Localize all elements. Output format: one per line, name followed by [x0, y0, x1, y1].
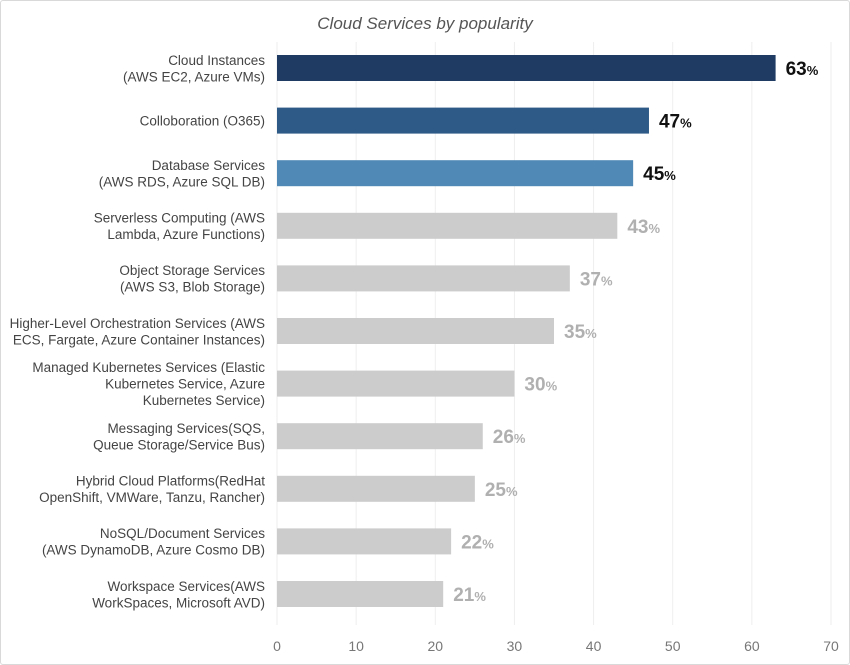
value-label: 30% — [524, 375, 557, 396]
category-label: Managed Kubernetes Services (Elastic Kube… — [32, 360, 265, 408]
x-tick-label: 40 — [586, 638, 602, 654]
x-axis-ticks: 0 10 20 30 40 50 60 70 — [273, 638, 839, 654]
x-tick-label: 50 — [665, 638, 681, 654]
bar — [277, 55, 776, 81]
category-label: Hybrid Cloud Platforms(RedHat OpenShift, … — [39, 474, 265, 506]
category-label: Messaging Services(SQS, Queue Storage/Ser… — [93, 421, 265, 453]
category-label: Object Storage Services (AWS S3, Blob Sto… — [119, 263, 265, 295]
bar — [277, 265, 570, 292]
value-label: 43% — [627, 217, 660, 238]
value-label: 35% — [564, 322, 597, 343]
category-label: NoSQL/Document Services (AWS DynamoDB, Az… — [42, 526, 265, 558]
value-label: 22% — [461, 532, 494, 553]
bar — [277, 212, 618, 239]
category-label: Higher-Level Orchestration Services (AWS… — [10, 316, 265, 348]
x-tick-label: 70 — [823, 638, 839, 654]
x-tick-label: 0 — [273, 638, 281, 654]
value-label: 26% — [493, 427, 526, 448]
category-label: Colloboration (O365) — [140, 114, 265, 129]
x-tick-label: 20 — [427, 638, 443, 654]
x-tick-label: 30 — [507, 638, 523, 654]
value-label: 63% — [786, 59, 819, 80]
value-label: 37% — [580, 269, 613, 290]
value-label: 25% — [485, 480, 518, 501]
chart-title: Cloud Services by popularity — [317, 14, 533, 33]
category-label: Database Services (AWS RDS, Azure SQL DB) — [99, 158, 266, 190]
bar — [277, 370, 515, 397]
bar — [277, 475, 475, 502]
category-label: Serverless Computing (AWS Lambda, Azure F… — [94, 211, 265, 243]
category-label: Cloud Instances (AWS EC2, Azure VMs) — [123, 53, 265, 85]
x-tick-label: 60 — [744, 638, 760, 654]
bar — [277, 528, 452, 555]
bar — [277, 423, 483, 450]
bar — [277, 318, 554, 344]
bar — [277, 107, 649, 134]
bars — [277, 55, 776, 607]
value-label: 21% — [453, 585, 486, 606]
bar — [277, 581, 444, 607]
bar — [277, 160, 634, 187]
value-label: 45% — [643, 164, 676, 185]
category-label: Workspace Services(AWS WorkSpaces, Micros… — [92, 579, 265, 611]
value-label: 47% — [659, 112, 692, 133]
x-tick-label: 10 — [348, 638, 364, 654]
category-labels: Cloud Instances (AWS EC2, Azure VMs) Collo… — [10, 53, 266, 611]
value-labels: 63% 47% 45% 43% 37% 35% 30% 26% 25% 22% 21% — [453, 59, 819, 606]
